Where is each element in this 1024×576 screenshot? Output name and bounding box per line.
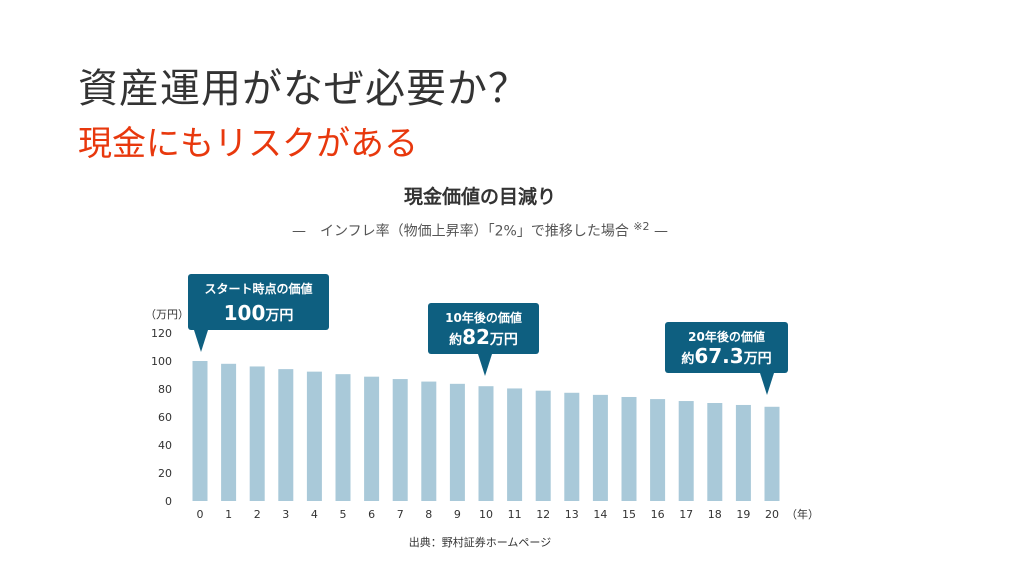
x-tick-label: 18 <box>708 508 722 521</box>
chart-subtitle-main: — インフレ率（物価上昇率）「2%」で推移した場合 <box>292 223 629 240</box>
bar <box>306 371 322 501</box>
callout-box <box>665 322 788 373</box>
x-tick-label: 13 <box>565 508 579 521</box>
bar <box>650 399 666 501</box>
x-axis: 0 1 2 3 4 5 6 7 8 9 10 11 12 13 14 15 16 17 18 19 20 （年） <box>197 507 820 521</box>
callout-box <box>428 303 539 354</box>
bar <box>449 383 465 501</box>
bars <box>192 361 780 501</box>
x-tick-label: 4 <box>311 508 318 521</box>
x-axis-unit: （年） <box>786 507 819 521</box>
chart-subtitle-end: — <box>653 223 668 240</box>
x-tick-label: 7 <box>397 508 404 521</box>
x-tick-label: 12 <box>536 508 550 521</box>
x-tick-label: 8 <box>425 508 432 521</box>
callout-value: 約67.3万円 <box>681 344 771 368</box>
callout-number: 82 <box>462 325 490 349</box>
y-tick-label: 40 <box>158 439 172 452</box>
y-tick-label: 120 <box>151 327 172 340</box>
bar <box>735 404 751 501</box>
callout-value: 100万円 <box>224 301 294 325</box>
bar <box>421 381 437 501</box>
bar <box>564 392 580 501</box>
source-note: 出典：野村証券ホームページ <box>408 536 552 549</box>
callout-number: 100 <box>224 301 266 325</box>
x-tick-label: 0 <box>197 508 204 521</box>
callout-label: スタート時点の価値 <box>204 281 312 296</box>
y-tick-label: 100 <box>151 355 172 368</box>
slide-subtitle: 現金にもリスクがある <box>78 124 418 164</box>
bar <box>249 366 265 501</box>
bar <box>364 376 380 501</box>
bar <box>535 390 551 501</box>
callout-box <box>188 274 329 330</box>
x-tick-label: 17 <box>679 508 693 521</box>
x-tick-label: 19 <box>736 508 750 521</box>
bar <box>678 401 694 501</box>
bar <box>192 361 208 501</box>
x-tick-label: 2 <box>254 508 261 521</box>
bar <box>507 388 523 501</box>
x-tick-label: 15 <box>622 508 636 521</box>
callout-label: 20年後の価値 <box>688 329 765 344</box>
chart-subtitle: — インフレ率（物価上昇率）「2%」で推移した場合 ※2 — <box>0 220 960 241</box>
y-tick-label: 0 <box>165 495 172 508</box>
y-tick-label: 60 <box>158 411 172 424</box>
y-axis-label: （万円） <box>145 308 189 321</box>
callout-pointer <box>760 373 774 395</box>
bar <box>707 403 723 501</box>
x-tick-label: 6 <box>368 508 375 521</box>
callout-unit: 万円 <box>743 351 772 367</box>
x-tick-label: 10 <box>479 508 493 521</box>
bar <box>335 374 351 501</box>
callout-unit: 万円 <box>264 308 293 324</box>
chart-subtitle-note: ※2 <box>633 220 650 233</box>
x-tick-label: 16 <box>651 508 665 521</box>
callout-prefix: 約 <box>449 332 462 348</box>
callout-value: 約82万円 <box>449 325 518 349</box>
callout-unit: 万円 <box>489 332 518 348</box>
callout-pointer <box>478 354 492 376</box>
bar <box>764 406 780 501</box>
x-tick-label: 5 <box>340 508 347 521</box>
bar <box>278 369 294 501</box>
y-tick-label: 80 <box>158 383 172 396</box>
x-tick-label: 20 <box>765 508 779 521</box>
bar <box>221 363 237 501</box>
bar <box>392 379 408 501</box>
bar <box>592 394 608 501</box>
callout-label: 10年後の価値 <box>445 310 522 325</box>
x-tick-label: 9 <box>454 508 461 521</box>
callout-prefix: 約 <box>681 351 694 367</box>
callout-0: スタート時点の価値 100万円 <box>188 274 329 352</box>
x-tick-label: 1 <box>225 508 232 521</box>
slide-title: 資産運用がなぜ必要か？ <box>78 66 529 112</box>
callout-pointer <box>194 330 208 352</box>
x-tick-label: 14 <box>593 508 607 521</box>
callout-number: 67.3 <box>694 344 743 368</box>
bar <box>478 386 494 501</box>
x-tick-label: 3 <box>282 508 289 521</box>
chart-title: 現金価値の目減り <box>403 186 556 208</box>
bar <box>621 396 637 501</box>
y-tick-label: 20 <box>158 467 172 480</box>
x-tick-label: 11 <box>508 508 522 521</box>
y-axis: （万円） 0 20 40 60 80 100 120 <box>145 308 189 508</box>
